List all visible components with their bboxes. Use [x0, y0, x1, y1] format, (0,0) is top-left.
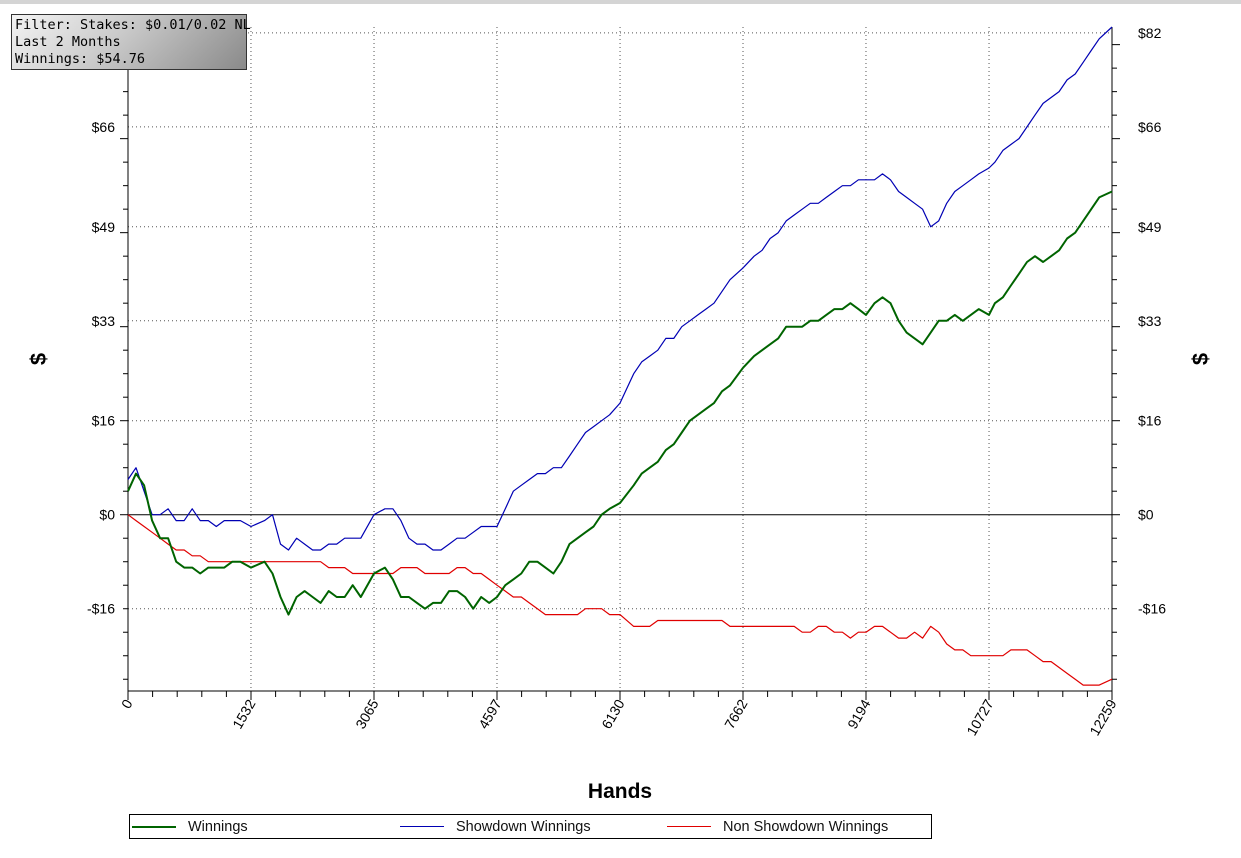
filter-info-box: Filter: Stakes: $0.01/0.02 NL Last 2 Mon…: [11, 14, 251, 70]
chart-grid: [128, 27, 1112, 691]
y-tick-label-right: $82: [1138, 25, 1162, 41]
legend-label-showdown: Showdown Winnings: [456, 818, 591, 835]
x-tick-label: 1532: [229, 696, 259, 731]
y-tick-label-right: $16: [1138, 413, 1162, 429]
y-tick-label-left: $0: [99, 507, 115, 523]
x-tick-label: 10727: [963, 696, 996, 738]
axis-labels: -$16 -$16 $0 $0 $16 $16 $33 $33 $49 $49 $66 $66 $82 $…: [26, 25, 1213, 803]
chart-legend: Winnings Showdown Winnings Non Showdown …: [129, 814, 932, 839]
y-tick-label-left: $49: [92, 219, 116, 235]
filter-stakes-text: Filter: Stakes: $0.01/0.02 NL: [15, 17, 251, 33]
series-line-non-showdown-winnings: [127, 514, 1113, 686]
x-tick-label: 9194: [844, 696, 874, 731]
series-line-winnings: [127, 190, 1113, 616]
x-tick-label: 12259: [1086, 696, 1119, 738]
filter-period-text: Last 2 Months: [15, 34, 121, 50]
window-top-edge: [0, 0, 1241, 4]
axis-ticks: [120, 44, 1120, 700]
y-tick-label-right: $66: [1138, 119, 1162, 135]
y-tick-label-left: $66: [92, 119, 116, 135]
legend-label-winnings: Winnings: [188, 818, 248, 835]
y-tick-label-right: $33: [1138, 313, 1162, 329]
y-tick-label-left: $16: [92, 413, 116, 429]
legend-swatch-winnings: [132, 825, 176, 828]
series-line-showdown-winnings: [127, 26, 1113, 551]
chart-series: [127, 26, 1113, 686]
y-axis-title-right: $: [1188, 353, 1213, 365]
legend-swatch-non-showdown: [667, 826, 711, 827]
legend-label-non-showdown: Non Showdown Winnings: [723, 818, 889, 835]
x-tick-label: 6130: [598, 696, 628, 731]
x-tick-label: 0: [118, 696, 136, 711]
x-tick-label: 7662: [721, 696, 751, 731]
y-tick-label-right: $49: [1138, 219, 1162, 235]
legend-swatch-showdown: [400, 826, 444, 827]
y-tick-label-right: $0: [1138, 507, 1154, 523]
y-tick-label-left: -$16: [87, 601, 115, 617]
legend-item-winnings: Winnings: [132, 815, 248, 838]
y-tick-label-right: -$16: [1138, 601, 1166, 617]
x-tick-label: 3065: [352, 696, 382, 731]
x-axis-title: Hands: [588, 780, 652, 803]
y-axis-title-left: $: [26, 353, 51, 365]
x-tick-label: 4597: [475, 696, 505, 731]
legend-item-non-showdown: Non Showdown Winnings: [667, 815, 888, 838]
y-tick-label-left: $33: [92, 313, 116, 329]
legend-item-showdown: Showdown Winnings: [400, 815, 591, 838]
filter-winnings-text: Winnings: $54.76: [15, 51, 146, 67]
